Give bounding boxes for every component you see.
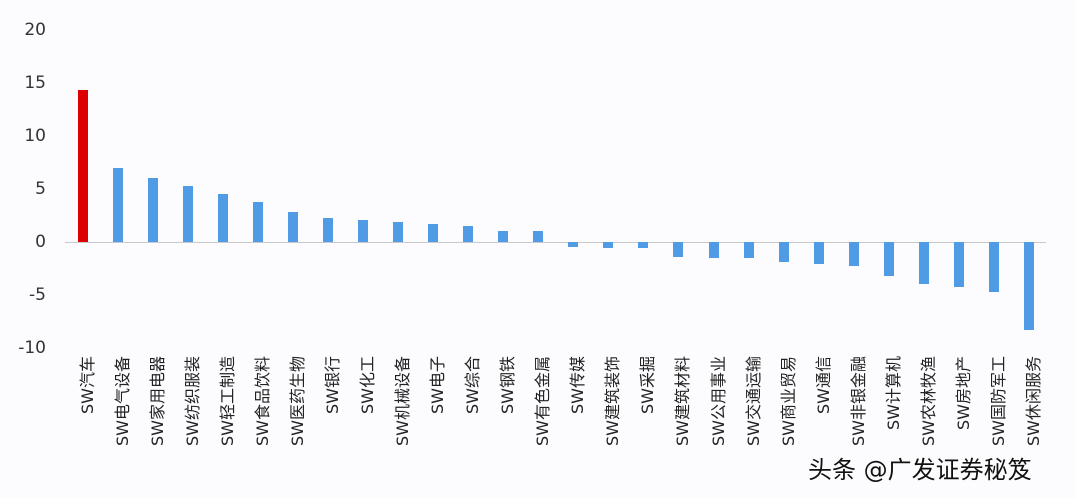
x-tick-label: SW家用电器 xyxy=(143,356,167,496)
watermark: 头条 @广发证券秘笈 xyxy=(808,456,1032,484)
x-axis-zero-line xyxy=(65,242,1046,243)
category-label: SW电气设备 xyxy=(112,356,132,446)
bar xyxy=(638,242,649,249)
bar xyxy=(953,242,964,287)
bar xyxy=(883,242,894,276)
category-label: SW非银金融 xyxy=(848,356,868,446)
x-tick-label: SW汽车 xyxy=(73,356,97,496)
x-tick-label: SW建筑装饰 xyxy=(598,356,622,496)
y-tick-label: -10 xyxy=(18,338,46,358)
category-label: SW有色金属 xyxy=(533,356,553,446)
y-tick-label: -5 xyxy=(29,285,46,305)
bar xyxy=(357,219,368,242)
bar xyxy=(428,223,439,242)
category-label: SW银行 xyxy=(322,356,342,414)
category-label: SW建筑材料 xyxy=(673,356,693,446)
bar xyxy=(182,185,193,242)
x-tick-label: SW医药生物 xyxy=(283,356,307,496)
x-tick-label: SW传媒 xyxy=(563,356,587,496)
bar xyxy=(1024,242,1034,330)
bar xyxy=(287,212,298,242)
x-tick-label: SW交通运输 xyxy=(739,356,763,496)
x-tick-label: SW有色金属 xyxy=(528,356,552,496)
category-label: SW钢铁 xyxy=(498,356,518,414)
x-tick-label: SW商业贸易 xyxy=(774,356,798,496)
bar xyxy=(708,242,719,258)
y-tick-label: 15 xyxy=(24,73,46,93)
bar xyxy=(533,231,544,242)
bar xyxy=(778,242,789,263)
x-tick-label: SW综合 xyxy=(458,356,482,496)
category-label: SW纺织服装 xyxy=(182,356,202,446)
x-tick-label: SW建筑材料 xyxy=(668,356,692,496)
bar xyxy=(918,242,929,285)
y-tick-label: 10 xyxy=(24,126,46,146)
bar xyxy=(743,242,754,258)
x-tick-label: SW轻工制造 xyxy=(213,356,237,496)
x-tick-label: SW纺织服装 xyxy=(178,356,202,496)
category-label: SW房地产 xyxy=(953,356,973,430)
category-label: SW休闲服务 xyxy=(1024,356,1043,446)
x-tick-label: SW银行 xyxy=(318,356,342,496)
category-label: SW综合 xyxy=(463,356,483,414)
category-label: SW公用事业 xyxy=(708,356,728,446)
bar xyxy=(393,221,403,242)
bar xyxy=(988,242,999,292)
x-tick-label: SW公用事业 xyxy=(704,356,728,496)
category-label: SW机械设备 xyxy=(393,356,412,446)
bar xyxy=(813,242,824,265)
bar xyxy=(112,167,123,242)
category-label: SW传媒 xyxy=(568,356,588,414)
bar xyxy=(603,242,614,249)
x-tick-label: SW钢铁 xyxy=(493,356,517,496)
category-label: SW计算机 xyxy=(883,356,903,430)
bar xyxy=(147,178,158,242)
category-label: SW采掘 xyxy=(638,356,658,414)
category-label: SW农林牧渔 xyxy=(918,356,938,446)
y-tick-label: 0 xyxy=(35,232,46,252)
category-label: SW医药生物 xyxy=(287,356,307,446)
category-label: SW汽车 xyxy=(77,356,97,414)
y-tick-label: 20 xyxy=(24,20,46,40)
bar xyxy=(252,201,263,242)
y-tick-label: 5 xyxy=(35,179,46,199)
x-tick-label: SW食品饮料 xyxy=(248,356,272,496)
category-label: SW国防军工 xyxy=(988,356,1008,446)
x-tick-label: SW电子 xyxy=(423,356,447,496)
bar xyxy=(77,90,88,242)
category-label: SW电子 xyxy=(428,356,448,414)
category-label: SW化工 xyxy=(357,356,377,414)
x-tick-label: SW采掘 xyxy=(633,356,657,496)
x-tick-label: SW电气设备 xyxy=(108,356,132,496)
bar xyxy=(848,242,859,267)
category-label: SW建筑装饰 xyxy=(603,356,623,446)
x-tick-label: SW化工 xyxy=(353,356,377,496)
category-label: SW家用电器 xyxy=(147,356,167,446)
bar xyxy=(322,217,333,242)
x-tick-label: SW机械设备 xyxy=(388,356,412,496)
category-label: SW轻工制造 xyxy=(217,356,237,446)
bar xyxy=(568,242,579,247)
bar xyxy=(217,194,228,242)
category-label: SW交通运输 xyxy=(743,356,763,446)
bar xyxy=(673,242,684,257)
bar xyxy=(498,231,509,242)
category-label: SW商业贸易 xyxy=(778,356,798,446)
bar xyxy=(463,226,474,242)
category-label: SW食品饮料 xyxy=(252,356,272,446)
category-label: SW通信 xyxy=(813,356,833,414)
